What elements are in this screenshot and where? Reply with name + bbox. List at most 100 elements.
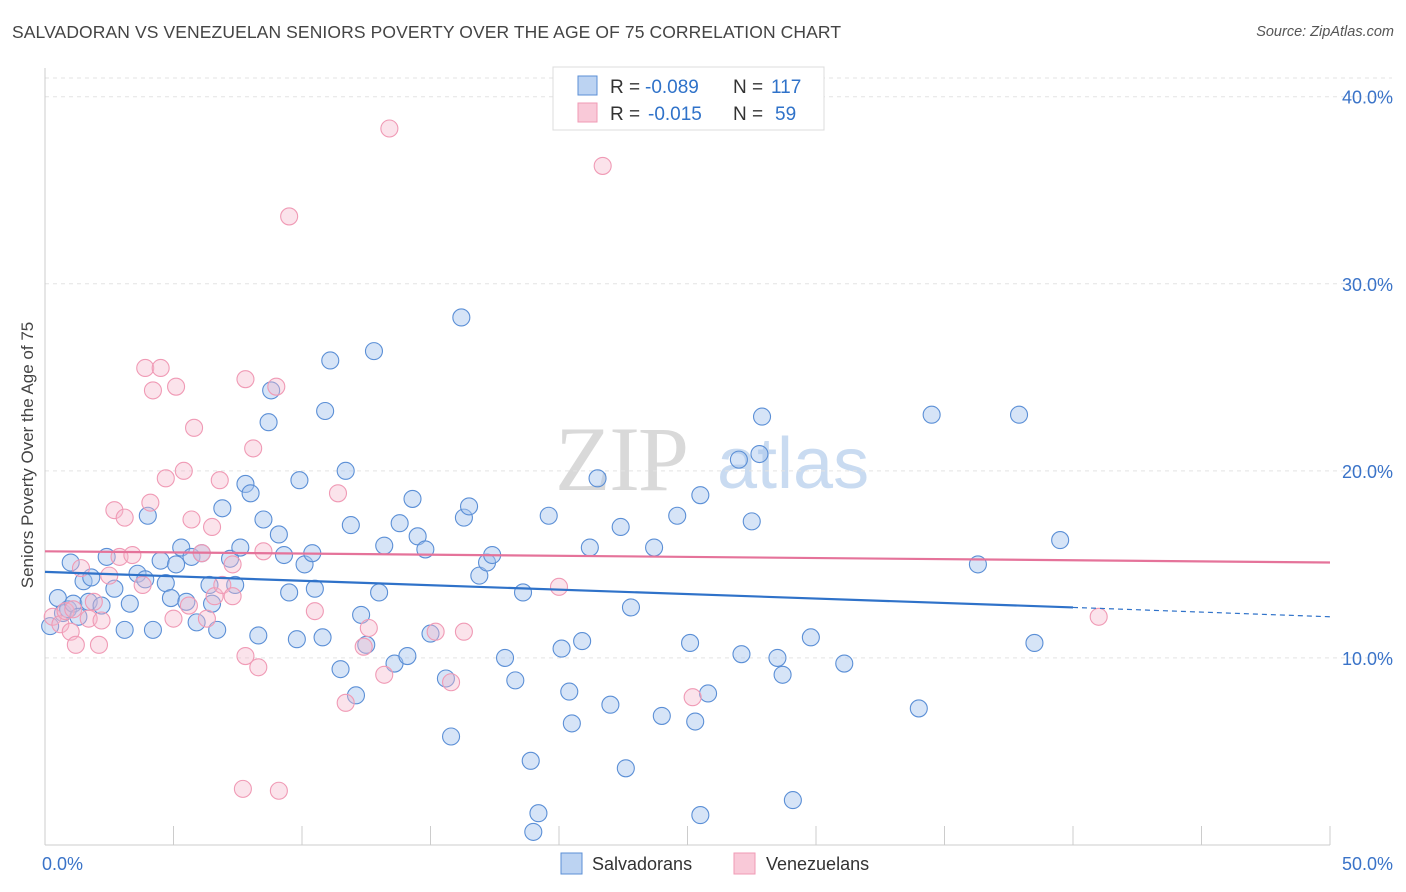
venezuelan-point <box>305 602 324 621</box>
salvadoran-point <box>287 630 306 649</box>
venezuelan-point <box>380 119 399 138</box>
venezuelan-point <box>115 508 134 527</box>
legend-swatch-venezuelans <box>733 852 756 875</box>
salvadoran-point <box>539 506 558 525</box>
salvadoran-point <box>231 538 250 557</box>
y-axis-label: Seniors Poverty Over the Age of 75 <box>18 322 37 588</box>
salvadoran-point <box>801 628 820 647</box>
venezuelan-point <box>151 358 170 378</box>
venezuelan-point <box>84 592 103 611</box>
venezuelan-point <box>213 575 232 595</box>
salvadoran-point <box>341 516 360 535</box>
venezuelan-point <box>92 611 111 630</box>
salvadoran-point <box>573 632 592 651</box>
salvadoran-point <box>280 583 299 602</box>
venezuelan-point <box>359 618 378 638</box>
y-tick-label: 10.0% <box>1342 649 1393 669</box>
salvadoran-point <box>305 579 324 598</box>
stats-box: R = -0.089 N = 117 R = -0.015 N = 59 <box>552 66 825 131</box>
x-tick-label: 50.0% <box>1342 854 1393 874</box>
venezuelan-point <box>1089 607 1108 626</box>
venezuelan-point <box>549 577 569 596</box>
venezuelan-point <box>236 370 255 389</box>
stats-n-label-salv: N = <box>733 77 763 98</box>
chart-source: Source: ZipAtlas.com <box>1256 24 1394 40</box>
watermark: ZIP atlas <box>555 408 869 510</box>
salvadoran-point <box>506 671 525 690</box>
venezuelan-point <box>182 510 201 529</box>
salvadoran-point <box>321 351 340 370</box>
salvadoran-point <box>390 514 409 533</box>
salvadoran-point <box>259 413 278 432</box>
venezuelan-point <box>174 461 193 480</box>
legend-label-venezuelans: Venezuelans <box>766 854 869 874</box>
salvadoran-point <box>681 633 700 653</box>
venezuelan-point <box>167 377 186 396</box>
venezuelan-point <box>328 484 348 503</box>
venezuelan-point <box>249 658 268 677</box>
salvadoran-point <box>336 461 355 480</box>
salvadoran-point <box>1025 633 1044 653</box>
venezuelan-point <box>89 635 109 654</box>
trend-line-venezuelans <box>44 550 1331 564</box>
salvadoran-point <box>115 620 134 639</box>
stats-r-value-salv: -0.089 <box>645 77 699 98</box>
stats-n-label-venez: N = <box>733 104 763 125</box>
salvadoran-point <box>241 484 260 503</box>
venezuelan-point <box>375 665 394 684</box>
trend-lines <box>44 550 1331 618</box>
x-tick-label: 0.0% <box>42 854 83 874</box>
salvadoran-point <box>213 499 232 518</box>
salvadoran-point <box>151 551 170 570</box>
salvadoran-point <box>580 538 599 557</box>
salvadoran-point <box>459 497 479 516</box>
salvadoran-point <box>601 695 620 714</box>
salvadoran-point <box>783 791 802 810</box>
salvadoran-point <box>835 654 854 673</box>
salvadoran-point <box>375 536 394 555</box>
salvadoran-point <box>1009 405 1029 424</box>
y-tick-label: 20.0% <box>1342 462 1393 482</box>
salvadoran-point <box>313 628 332 647</box>
salvadoran-point <box>611 517 630 537</box>
salvadoran-point <box>552 639 571 658</box>
stats-n-value-venez: 59 <box>775 104 796 125</box>
stats-swatch-salvadorans <box>577 75 598 96</box>
salvadoran-point <box>249 626 268 645</box>
venezuelan-point <box>683 688 702 707</box>
gridlines <box>45 77 1392 659</box>
stats-n-value-salv: 117 <box>771 77 801 98</box>
salvadoran-point <box>167 555 186 574</box>
venezuelan-point <box>197 609 216 628</box>
salvadoran-point <box>226 575 245 595</box>
salvadoran-point <box>691 806 710 825</box>
venezuelan-point <box>56 602 75 621</box>
salvadoran-point <box>274 545 294 565</box>
salvadoran-point <box>524 822 543 841</box>
legend: Salvadorans Venezuelans <box>560 852 869 875</box>
stats-r-value-venez: -0.015 <box>648 104 702 125</box>
salvadoran-point <box>254 510 273 529</box>
salvadoran-point <box>513 583 533 602</box>
salvadoran-point <box>454 508 473 527</box>
venezuelan-point <box>267 377 286 396</box>
venezuelan-point <box>156 469 175 488</box>
venezuelan-point <box>105 501 124 520</box>
stats-r-label-salv: R = <box>610 77 640 98</box>
salvadoran-point <box>686 712 705 731</box>
venezuelan-point <box>280 207 299 226</box>
chart-title: SALVADORAN VS VENEZUELAN SENIORS POVERTY… <box>12 22 842 42</box>
salvadoran-point <box>668 506 687 525</box>
venezuelans-points <box>43 119 1108 800</box>
salvadoran-point <box>922 405 941 424</box>
salvadoran-point <box>61 553 80 572</box>
salvadorans-points <box>41 308 1070 841</box>
salvadoran-point <box>621 598 641 617</box>
salvadoran-point <box>59 600 78 619</box>
salvadoran-point <box>588 469 607 488</box>
tick-labels: 10.0% 20.0% 30.0% 40.0% 0.0% 50.0% <box>42 88 1393 874</box>
trend-line-dashed-salvadorans <box>1072 606 1331 618</box>
venezuelan-point <box>269 781 288 800</box>
salvadoran-point <box>370 583 389 602</box>
